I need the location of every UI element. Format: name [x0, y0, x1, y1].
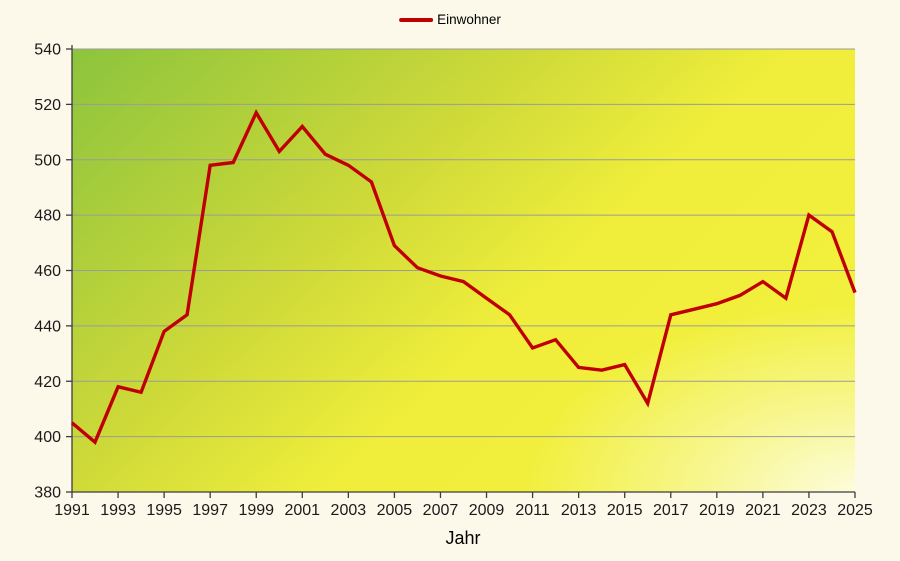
x-tick-label: 1999 [238, 502, 274, 519]
x-tick-label: 2003 [331, 502, 367, 519]
x-tick-label: 2015 [607, 502, 643, 519]
legend-line-swatch [399, 17, 434, 22]
y-tick-label: 520 [34, 97, 61, 114]
x-tick-label: 2025 [837, 502, 873, 519]
x-tick-label: 2007 [423, 502, 459, 519]
chart-legend: Einwohner [399, 13, 501, 27]
legend-label: Einwohner [437, 12, 501, 27]
y-tick-label: 540 [34, 42, 61, 59]
x-tick-label: 2023 [791, 502, 827, 519]
x-tick-label: 1991 [54, 502, 90, 519]
y-tick-label: 420 [34, 374, 61, 391]
x-tick-label: 2009 [469, 502, 505, 519]
x-tick-label: 2011 [515, 502, 550, 519]
x-tick-label: 1997 [192, 502, 228, 519]
y-tick-label: 400 [34, 429, 61, 446]
x-tick-label: 1995 [146, 502, 182, 519]
y-tick-label: 440 [34, 318, 61, 335]
x-tick-label: 2005 [377, 502, 413, 519]
x-tick-label: 2013 [561, 502, 597, 519]
x-tick-label: 2021 [745, 502, 781, 519]
y-tick-label: 480 [34, 208, 61, 225]
x-tick-label: 2019 [699, 502, 735, 519]
x-tick-label: 2017 [653, 502, 689, 519]
x-axis-title: Jahr [445, 528, 481, 548]
y-tick-label: 380 [34, 485, 61, 502]
y-tick-label: 460 [34, 263, 61, 280]
y-tick-label: 500 [34, 152, 61, 169]
x-tick-label: 2001 [284, 502, 320, 519]
x-tick-label: 1993 [100, 502, 136, 519]
einwohner-line [70, 109, 857, 445]
